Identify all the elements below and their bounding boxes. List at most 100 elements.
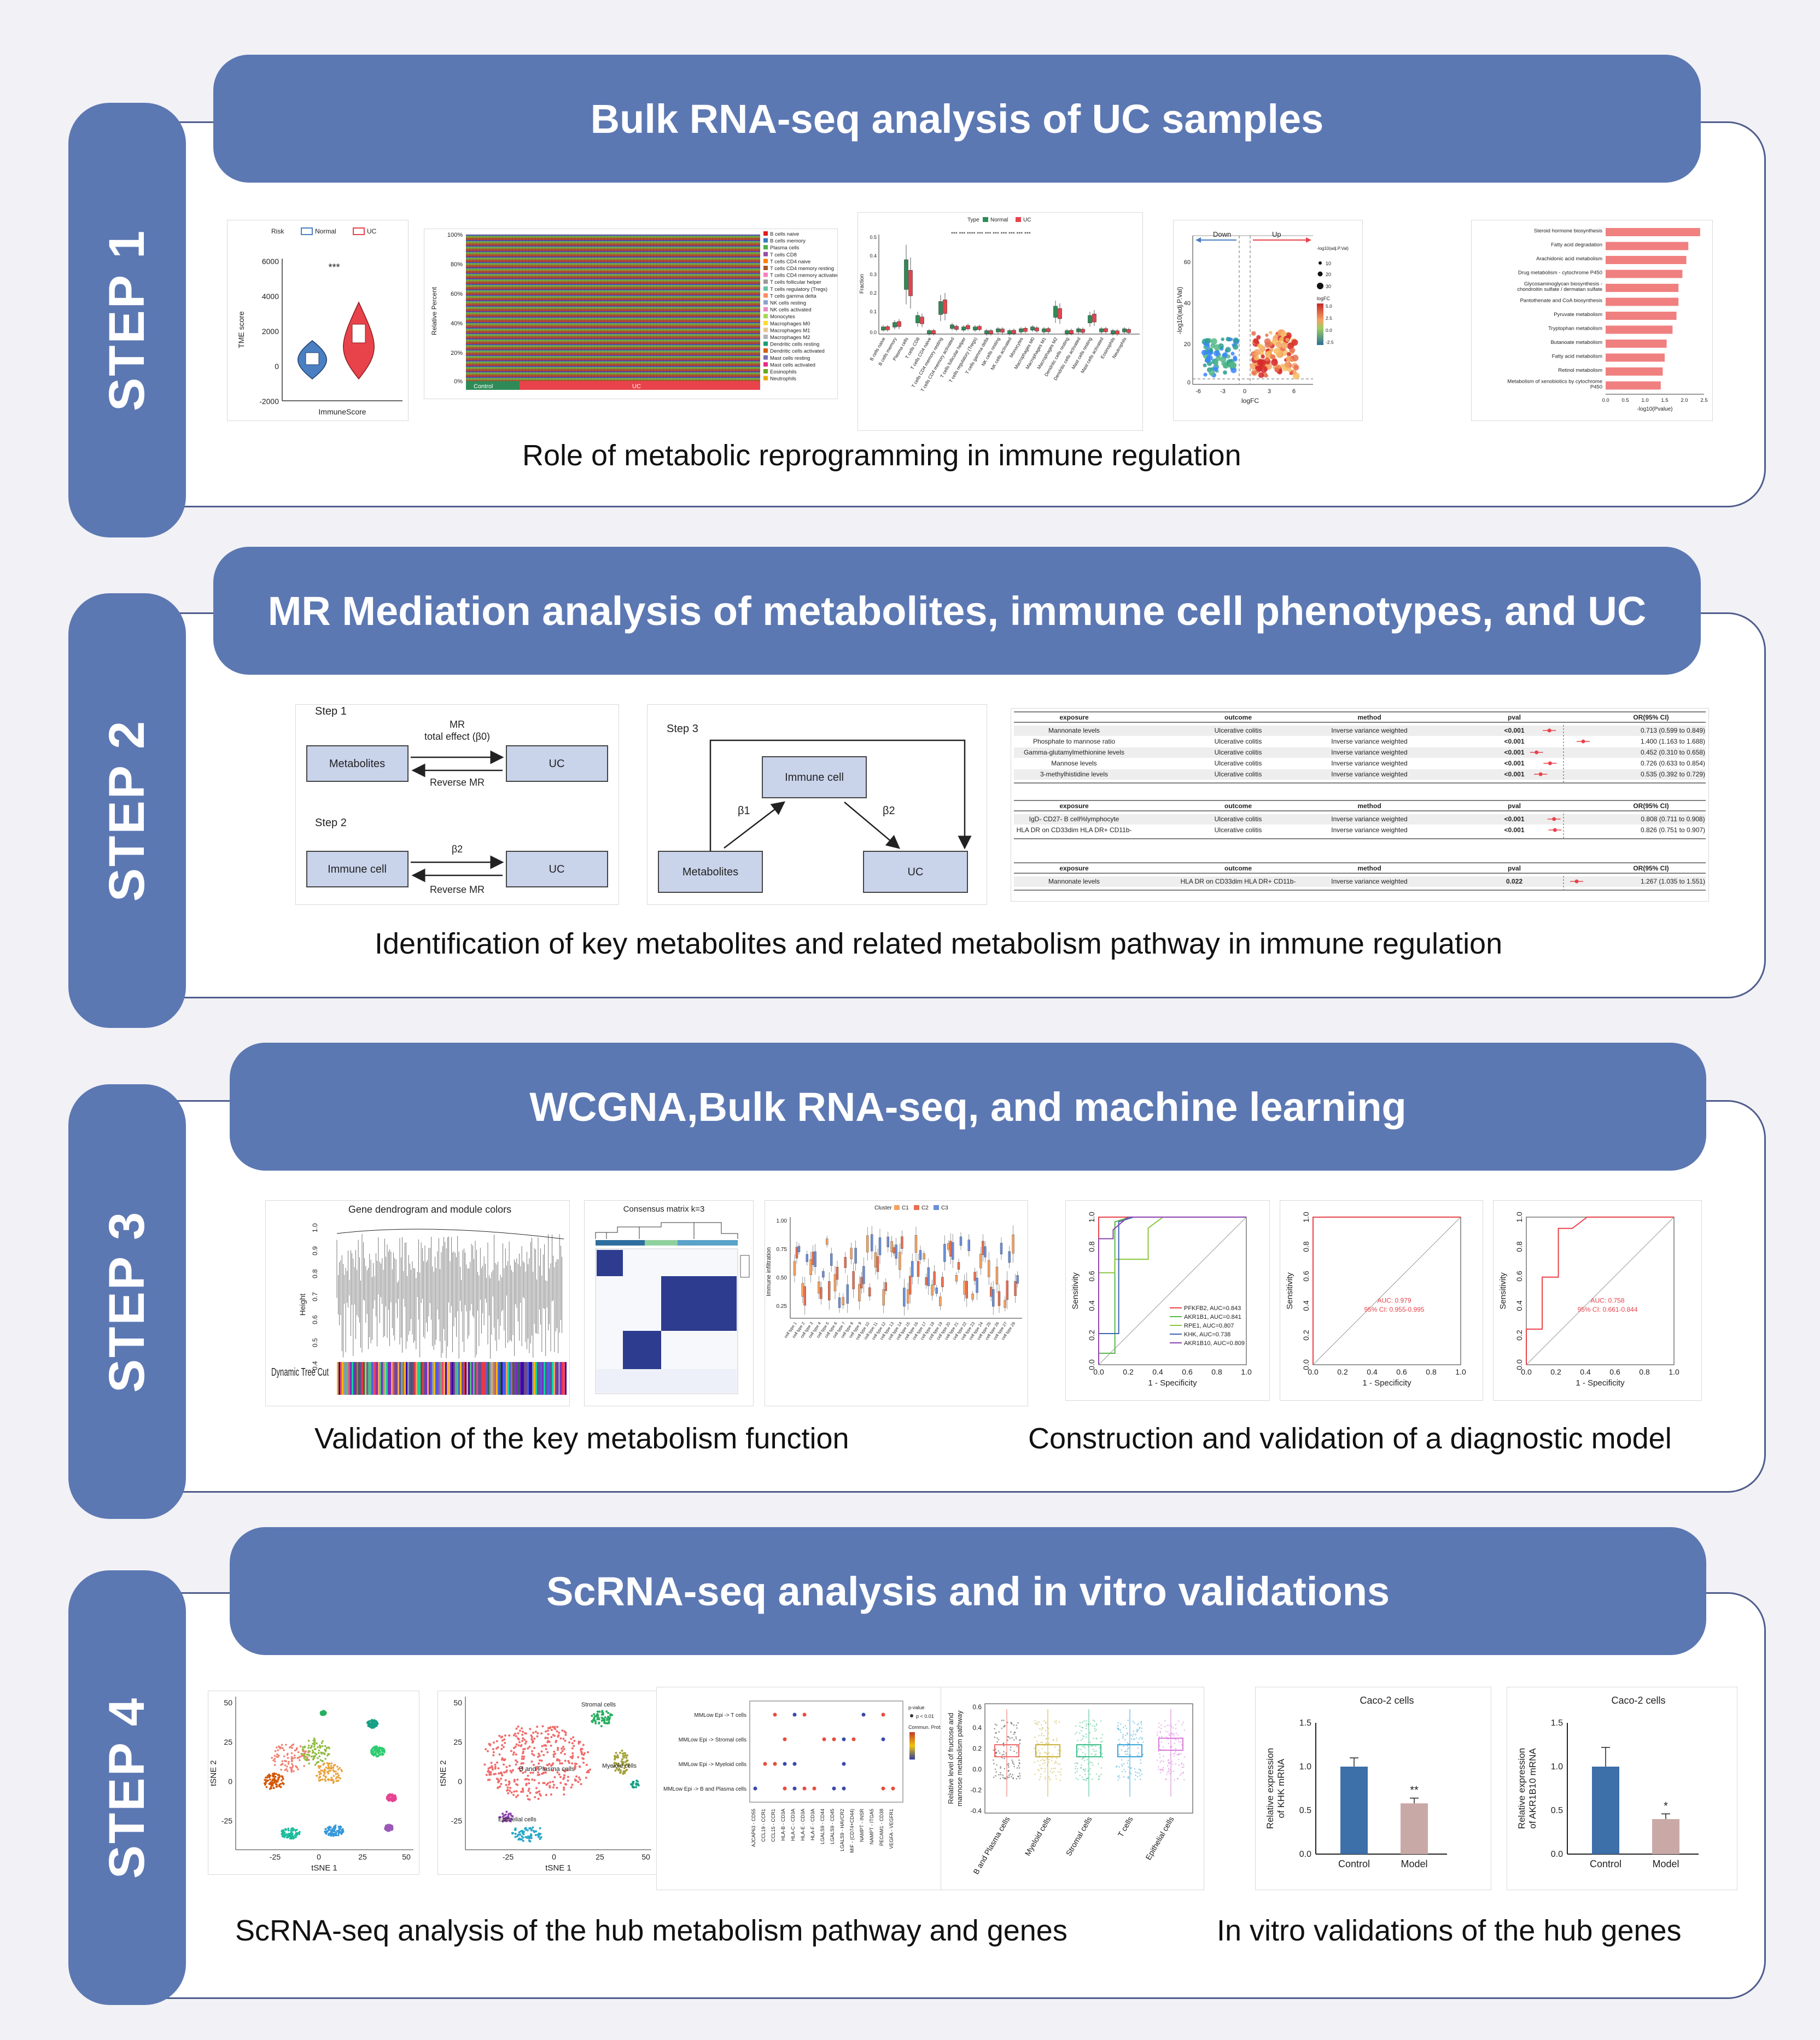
score-point (1033, 1747, 1035, 1749)
tsne2-point (625, 1761, 627, 1763)
boxplot-box (1019, 328, 1023, 332)
tsne2-point (604, 1716, 606, 1718)
volcano-point-down (1203, 372, 1208, 377)
tsne1-point (313, 1745, 316, 1748)
tsne2-point (537, 1798, 540, 1801)
module-color (430, 1362, 432, 1395)
tsne1-point (280, 1768, 282, 1771)
tsne1-point (269, 1787, 272, 1790)
tsne2-point (582, 1753, 585, 1756)
score-point (1044, 1776, 1046, 1778)
tsne1-point (304, 1746, 306, 1749)
tsne1-point (291, 1747, 293, 1749)
tsne2-point (541, 1745, 544, 1747)
score-point (1016, 1778, 1018, 1780)
forest-cell: Inverse variance weighted (1331, 749, 1407, 756)
module-color (371, 1362, 373, 1395)
infil-box (862, 1266, 865, 1284)
tsne1-ytick: 0 (228, 1777, 232, 1786)
roc-curve (1526, 1217, 1674, 1365)
tsne2-point (538, 1762, 540, 1765)
tsne1-point (264, 1779, 266, 1781)
tsne2-point (546, 1751, 549, 1753)
tsne2-point (508, 1783, 510, 1786)
tsne1-point (332, 1767, 335, 1769)
tsne2-point (523, 1755, 526, 1758)
tsne1-point (382, 1749, 384, 1751)
tsne2-point (504, 1813, 507, 1816)
tsne2-point (517, 1794, 520, 1797)
score-point (1172, 1753, 1175, 1755)
dotplot-dot (802, 1786, 807, 1791)
tsne2-point (520, 1762, 523, 1764)
forest-cell: Ulcerative colitis (1215, 770, 1262, 778)
module-color (511, 1362, 512, 1395)
pathway-bar (1606, 353, 1665, 362)
score-point (994, 1737, 996, 1738)
score-point (1046, 1743, 1047, 1745)
stacked-legend-item: T cells CD4 naive (770, 259, 810, 265)
score-point (1175, 1747, 1177, 1750)
tsne2-point (533, 1831, 536, 1833)
boxplot-box (1000, 329, 1005, 332)
tsne2-point (575, 1775, 578, 1778)
tsne1-point (326, 1754, 329, 1757)
score-point (1089, 1741, 1091, 1743)
tsne1-point (375, 1725, 377, 1727)
score-point (1127, 1762, 1129, 1764)
bar-control (1340, 1767, 1368, 1854)
infil-box (1004, 1300, 1006, 1308)
infil-box (976, 1278, 978, 1293)
score-point (995, 1752, 996, 1755)
score-point (1076, 1768, 1078, 1770)
score-category: Myeloid cells (1023, 1815, 1053, 1857)
tsne2-point (549, 1785, 551, 1787)
tsne1-point (341, 1832, 343, 1834)
score-point (1158, 1722, 1160, 1725)
dotplot-dot (792, 1712, 797, 1717)
tsne1-point (284, 1769, 286, 1772)
boxplot-box (1099, 328, 1104, 332)
score-point (1140, 1737, 1141, 1738)
tsne2-point (550, 1793, 552, 1796)
score-point (1013, 1739, 1015, 1741)
tsne1-point (374, 1720, 377, 1722)
tsne2-point (561, 1750, 564, 1752)
tsne2-point (559, 1737, 562, 1740)
roc-xtick: 0.8 (1426, 1367, 1437, 1376)
tsne2-point (525, 1740, 528, 1743)
tsne2-point (613, 1762, 616, 1764)
score-point (1036, 1743, 1039, 1745)
bar-sig: * (1664, 1800, 1668, 1812)
module-color (526, 1362, 527, 1395)
tsne1-point (329, 1769, 331, 1772)
score-point (1089, 1761, 1091, 1763)
infil-box (812, 1252, 814, 1265)
tsne1-point (282, 1778, 284, 1780)
score-point (1042, 1763, 1044, 1765)
module-color (432, 1362, 434, 1395)
score-point (1012, 1774, 1013, 1776)
bar-ytick: 1.5 (1299, 1718, 1311, 1728)
pathway-label: Fatty acid metabolism (1552, 354, 1602, 360)
stacked-legend-item: T cells regulatory (Tregs) (770, 287, 827, 293)
tsne2-point (494, 1767, 497, 1770)
module-color (414, 1362, 416, 1395)
tsne2-point (506, 1786, 509, 1789)
score-point (1079, 1722, 1081, 1723)
forest-cell: <0.001 (1504, 759, 1524, 767)
score-point (1117, 1776, 1119, 1778)
module-color (557, 1362, 558, 1395)
stacked-legend-swatch (763, 272, 768, 277)
dotplot-dot (881, 1737, 885, 1741)
tsne2-point (619, 1771, 622, 1774)
tsne2-point (504, 1817, 507, 1820)
roc-xtick: 0.4 (1580, 1367, 1591, 1376)
infil-box (818, 1282, 820, 1294)
boxplot-box (984, 330, 989, 334)
tsne2-point (522, 1752, 524, 1755)
module-color (391, 1362, 393, 1395)
tsne2-point (559, 1781, 562, 1784)
score-point (1160, 1724, 1162, 1726)
tsne2-point (564, 1734, 567, 1737)
